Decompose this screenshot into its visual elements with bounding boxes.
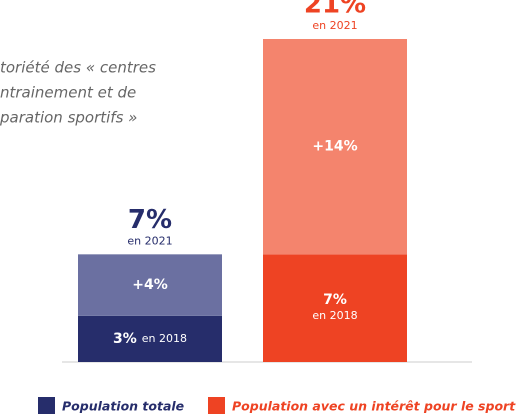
segment-label: 3% en 2018 [113,331,187,347]
legend-swatch [208,397,225,414]
segment-note: en 2018 [142,332,187,345]
bar-segment [263,39,407,255]
title-line: toriété des « centres [0,59,156,77]
total-note: en 2021 [127,234,172,247]
bar-segment [78,254,222,316]
legend-swatch [38,397,55,414]
title: toriété des « centres ntrainement et de … [0,59,156,127]
segment-value: 7% [323,292,347,308]
segment-value: 3% [113,331,137,347]
legend-label: Population totale [62,399,184,414]
bar-segment [78,315,222,362]
total-value: 21% [304,0,366,20]
segment-note: en 2018 [312,309,357,322]
title-line: paration sportifs » [0,109,137,127]
title-line: ntrainement et de [0,84,136,102]
segment-value: +4% [132,277,168,293]
bar-segment [263,254,407,362]
segment-value: +14% [312,139,357,155]
legend-label: Population avec un intérêt pour le sport [232,399,516,414]
total-value: 7% [128,205,172,235]
total-note: en 2021 [312,19,357,32]
